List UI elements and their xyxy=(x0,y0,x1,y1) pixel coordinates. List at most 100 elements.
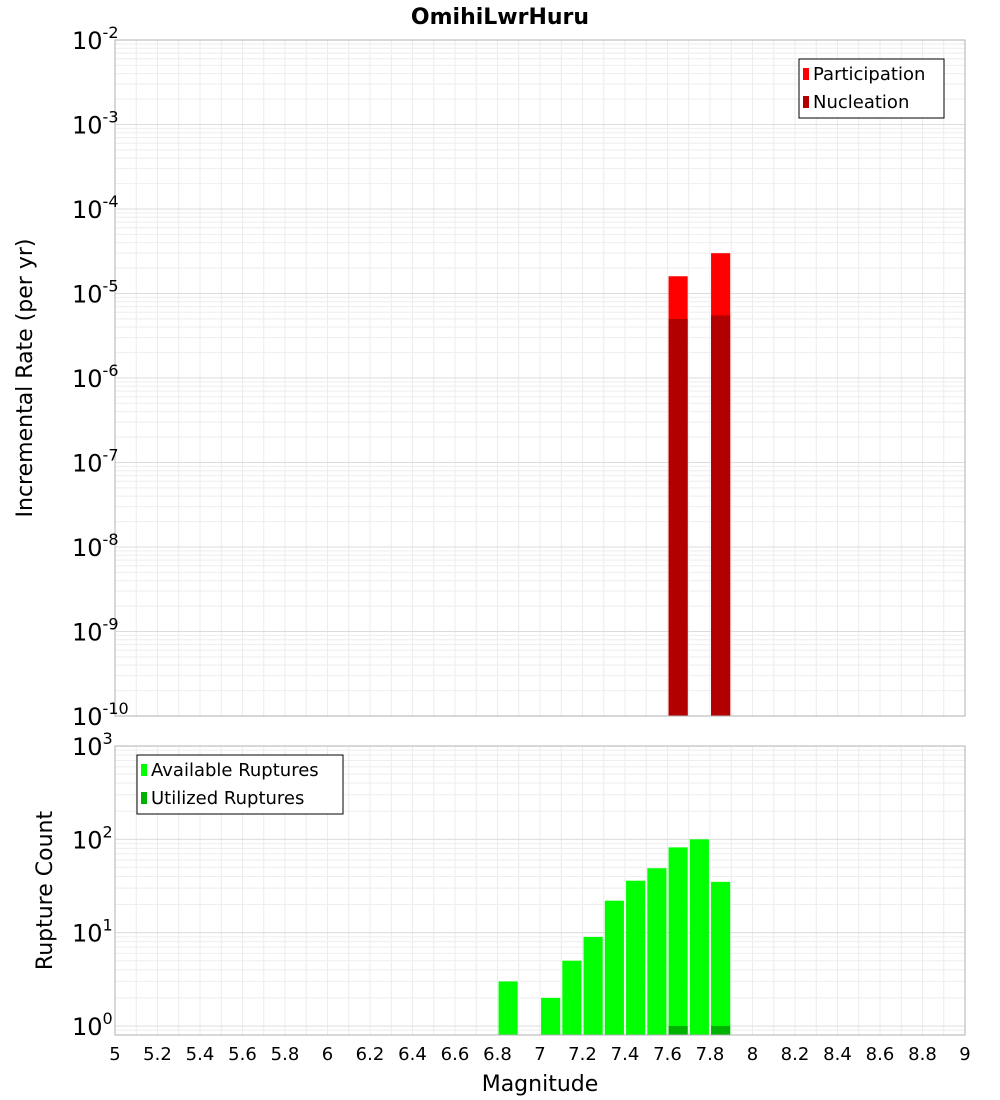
legend-swatch xyxy=(141,764,147,776)
legend-box xyxy=(798,58,945,119)
x-tick-label: 5.2 xyxy=(143,1044,172,1065)
bar-nucleation xyxy=(668,318,688,716)
rate-panel-y-axis-label: Incremental Rate (per yr) xyxy=(13,239,38,518)
y-tick-exponent: -2 xyxy=(103,23,119,42)
y-tick-exponent: -7 xyxy=(103,446,119,465)
y-tick-exponent: 1 xyxy=(103,916,113,935)
x-tick-label: 8.8 xyxy=(908,1044,937,1065)
y-tick-base: 10 xyxy=(72,27,103,55)
y-tick-base: 10 xyxy=(72,619,103,647)
y-tick-label: 10-5 xyxy=(72,277,119,309)
y-tick-exponent: -4 xyxy=(103,192,119,211)
x-tick-label: 6.8 xyxy=(483,1044,512,1065)
bar-available-ruptures xyxy=(541,997,561,1035)
legend-label: Utilized Ruptures xyxy=(151,788,304,809)
y-tick-exponent: -9 xyxy=(103,615,119,634)
y-tick-base: 10 xyxy=(72,281,103,309)
bar-nucleation xyxy=(711,315,731,716)
y-tick-label: 101 xyxy=(72,916,113,948)
legend-label: Nucleation xyxy=(813,92,909,113)
bar-available-ruptures xyxy=(498,981,518,1035)
y-tick-base: 10 xyxy=(72,703,103,731)
x-tick-label: 7.6 xyxy=(653,1044,682,1065)
x-tick-label: 5.6 xyxy=(228,1044,257,1065)
legend-label: Available Ruptures xyxy=(151,760,319,781)
bar-available-ruptures xyxy=(604,900,624,1035)
y-tick-base: 10 xyxy=(72,196,103,224)
legend-label: Participation xyxy=(813,64,925,85)
x-tick-label: 6.6 xyxy=(441,1044,470,1065)
x-tick-label: 6.2 xyxy=(356,1044,385,1065)
x-tick-label: 7.4 xyxy=(611,1044,640,1065)
x-tick-label: 7.8 xyxy=(696,1044,725,1065)
y-tick-base: 10 xyxy=(72,112,103,140)
y-tick-base: 10 xyxy=(72,450,103,478)
x-axis-ticks: 5 5.2 5.4 5.6 5.8 6 6.2 6.4 6.6 6.8 7 7.2 7.4 7.6 7.8 8… xyxy=(109,1044,970,1065)
bar-available-ruptures xyxy=(689,839,709,1035)
rupture-count-panel-bars xyxy=(498,839,731,1035)
bar-utilized-ruptures xyxy=(711,1025,731,1035)
x-tick-label: 7.2 xyxy=(568,1044,597,1065)
y-tick-label: 10-2 xyxy=(72,23,119,55)
y-tick-base: 10 xyxy=(72,534,103,562)
chart-title: OmihiLwrHuru xyxy=(411,5,589,30)
x-tick-label: 6 xyxy=(322,1044,333,1065)
bar-available-ruptures xyxy=(562,960,582,1035)
legend-box xyxy=(136,754,344,815)
rupture-count-panel-frame xyxy=(114,745,966,1036)
rate-panel-frame xyxy=(114,39,966,717)
x-axis-label: Magnitude xyxy=(482,1072,599,1097)
y-tick-exponent: -3 xyxy=(103,108,119,127)
y-tick-base: 10 xyxy=(72,826,103,854)
x-tick-label: 9 xyxy=(959,1044,970,1065)
x-tick-label: 8.4 xyxy=(823,1044,852,1065)
y-tick-label: 10-10 xyxy=(72,699,129,731)
y-tick-exponent: 2 xyxy=(103,822,113,841)
x-tick-label: 6.4 xyxy=(398,1044,427,1065)
y-tick-base: 10 xyxy=(72,365,103,393)
y-tick-label: 10-4 xyxy=(72,192,119,224)
y-tick-base: 10 xyxy=(72,920,103,948)
y-tick-base: 10 xyxy=(72,733,103,761)
rupture-count-panel-y-axis-label: Rupture Count xyxy=(33,811,58,971)
y-tick-exponent: 3 xyxy=(103,729,113,748)
y-tick-exponent: -8 xyxy=(103,530,119,549)
legend-swatch xyxy=(803,68,809,80)
x-tick-label: 7 xyxy=(534,1044,545,1065)
bar-available-ruptures xyxy=(626,880,646,1035)
y-tick-label: 10-7 xyxy=(72,446,119,478)
x-tick-label: 5.4 xyxy=(186,1044,215,1065)
y-tick-exponent: -5 xyxy=(103,277,119,296)
y-tick-exponent: -6 xyxy=(103,361,119,380)
y-tick-label: 103 xyxy=(72,729,113,761)
bar-available-ruptures xyxy=(583,936,603,1035)
y-tick-label: 10-6 xyxy=(72,361,119,393)
x-tick-label: 8.2 xyxy=(781,1044,810,1065)
y-tick-label: 10-9 xyxy=(72,615,119,647)
bar-available-ruptures xyxy=(647,868,667,1035)
x-tick-label: 5.8 xyxy=(271,1044,300,1065)
y-tick-exponent: -10 xyxy=(103,699,129,718)
x-tick-label: 8 xyxy=(747,1044,758,1065)
y-tick-label: 10-3 xyxy=(72,108,119,140)
bar-utilized-ruptures xyxy=(668,1025,688,1035)
rate-panel-grid xyxy=(114,39,966,717)
rate-panel-legend: Participation Nucleation xyxy=(798,58,945,119)
y-tick-label: 102 xyxy=(72,822,113,854)
y-tick-exponent: 0 xyxy=(103,1009,113,1028)
legend-swatch xyxy=(803,96,809,108)
y-tick-label: 100 xyxy=(72,1009,113,1041)
legend-swatch xyxy=(141,792,147,804)
bar-available-ruptures xyxy=(668,847,688,1035)
rate-panel-bars xyxy=(668,253,731,716)
x-tick-label: 8.6 xyxy=(866,1044,895,1065)
bar-available-ruptures xyxy=(711,881,731,1035)
rupture-count-panel-legend: Available Ruptures Utilized Ruptures xyxy=(136,754,344,815)
y-tick-label: 10-8 xyxy=(72,530,119,562)
y-tick-base: 10 xyxy=(72,1013,103,1041)
